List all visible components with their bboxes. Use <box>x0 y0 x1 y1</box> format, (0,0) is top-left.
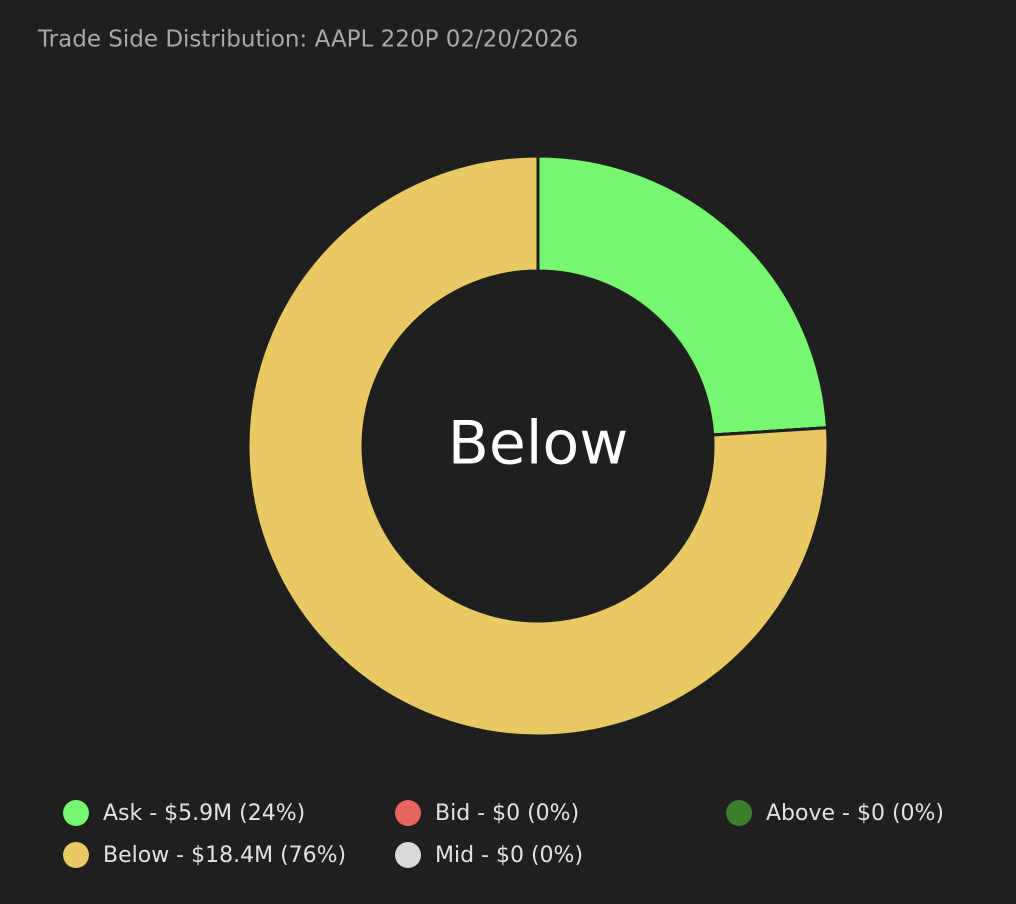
legend-swatch <box>63 800 89 826</box>
center-label: Below <box>448 409 629 479</box>
legend-label: Below - $18.4M (76%) <box>103 843 346 868</box>
donut-segment <box>536 154 829 437</box>
legend-swatch <box>395 800 421 826</box>
legend-label: Above - $0 (0%) <box>766 801 944 826</box>
legend-swatch <box>395 842 421 868</box>
legend-label: Mid - $0 (0%) <box>435 843 583 868</box>
chart-title: Trade Side Distribution: AAPL 220P 02/20… <box>37 27 578 53</box>
donut-segment <box>246 154 830 738</box>
legend-swatch <box>63 842 89 868</box>
legend-label: Bid - $0 (0%) <box>435 801 579 826</box>
legend-swatch <box>726 800 752 826</box>
legend-label: Ask - $5.9M (24%) <box>103 801 305 826</box>
